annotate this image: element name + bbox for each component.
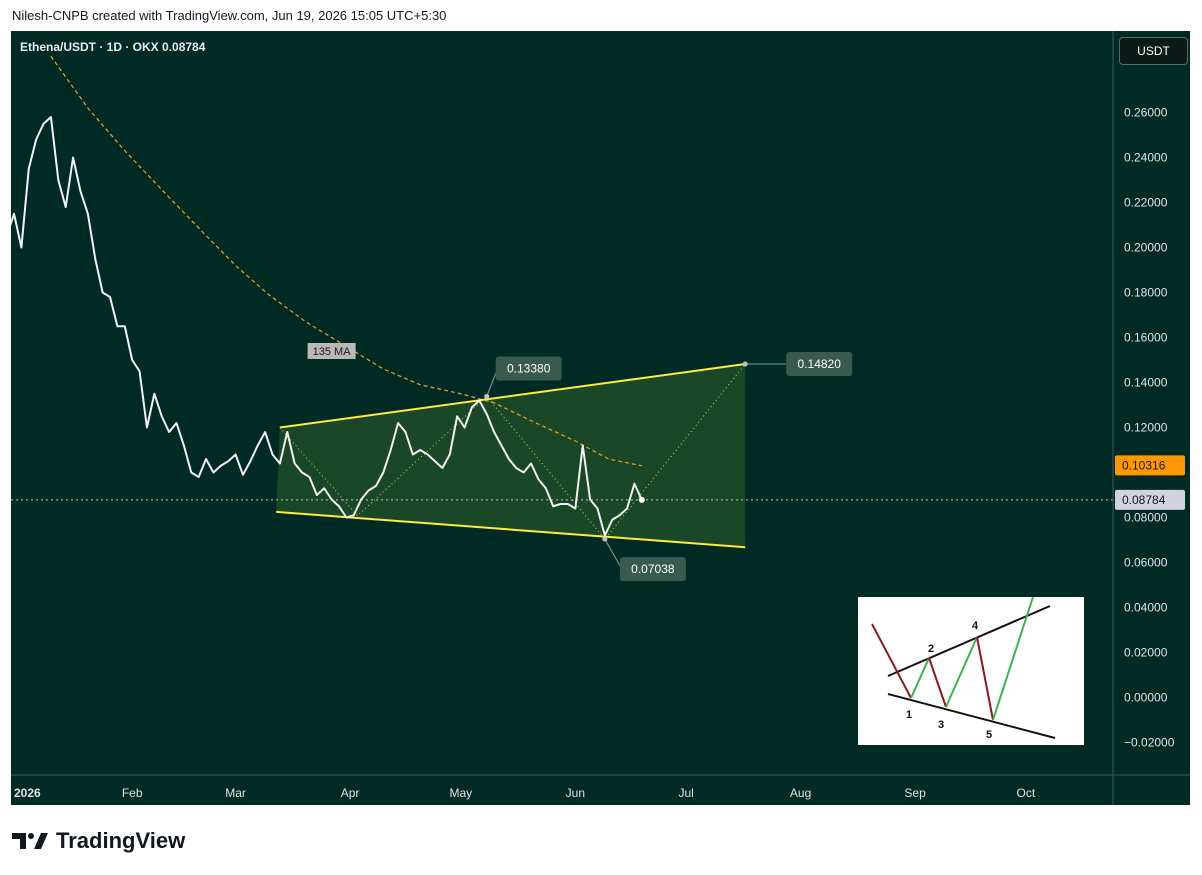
x-tick-label: May (450, 786, 473, 800)
annotation-point-1 (742, 361, 748, 367)
inset-up-leg (945, 636, 978, 708)
last-price-badge-box (1115, 489, 1185, 510)
tradingview-logo[interactable]: TradingView (12, 828, 185, 854)
inset-wave-label: 5 (986, 729, 992, 741)
annotation-box-0 (495, 356, 562, 381)
inset-upper-line (887, 605, 1051, 677)
y-tick-label: 0.18000 (1124, 286, 1168, 300)
inset-background (858, 597, 1084, 745)
ma-price-badge-text: 0.10316 (1122, 458, 1166, 472)
x-tick-label: Oct (1017, 786, 1036, 800)
y-tick-label: 0.00000 (1124, 691, 1168, 705)
y-tick-label: 0.14000 (1124, 376, 1168, 390)
annotation-label-2: 0.07038 (631, 562, 675, 576)
symbol-title: Ethena/USDT · 1D · OKX 0.08784 (20, 40, 206, 54)
annotation-box-2 (619, 557, 686, 582)
inset-diagram: 1 2 3 4 5 (858, 596, 1084, 745)
chart-credit-header: Nilesh-CNPB created with TradingView.com… (12, 8, 447, 23)
inset-down-leg (976, 636, 994, 721)
channel-fill (276, 364, 746, 548)
x-tick-label: Sep (904, 786, 926, 800)
y-tick-label: 0.06000 (1124, 556, 1168, 570)
y-tick-label: 0.20000 (1124, 241, 1168, 255)
y-tick-label: 0.26000 (1124, 106, 1168, 120)
inset-wave-label: 2 (928, 643, 934, 655)
channel-upper-line (279, 363, 746, 429)
annotation-label-1: 0.14820 (798, 357, 842, 371)
price-series-line (11, 116, 643, 537)
ma-label-box (307, 343, 356, 359)
y-tick-label: 0.22000 (1124, 196, 1168, 210)
inset-down-leg (928, 657, 947, 708)
y-tick-label: 0.12000 (1124, 421, 1168, 435)
plot-layer: 0.13380 0.14820 0.07038 135 MA (11, 55, 1113, 582)
y-tick-label: 0.02000 (1124, 646, 1168, 660)
ma-price-badge-box (1115, 455, 1185, 476)
inset-up-leg (910, 657, 930, 699)
x-tick-label: Mar (225, 786, 246, 800)
y-tick-label: −0.02000 (1124, 736, 1175, 750)
annotation-point-2 (602, 536, 608, 542)
inset-up-leg (992, 596, 1034, 721)
channel-lower-line (276, 510, 746, 549)
inset-lower-line (887, 693, 1056, 739)
annotation-box-1 (786, 352, 853, 377)
last-price-badge-text: 0.08784 (1122, 493, 1166, 507)
annotation-leader-2 (604, 538, 623, 570)
x-tick-label: Apr (341, 786, 360, 800)
annotation-label-0: 0.13380 (507, 361, 551, 375)
y-tick-label: 0.04000 (1124, 601, 1168, 615)
annotation-point-0 (484, 393, 490, 399)
y-tick-label: 0.08000 (1124, 511, 1168, 525)
inset-wave-label: 1 (906, 709, 912, 721)
tradingview-logo-icon (12, 833, 48, 849)
tradingview-logo-text: TradingView (56, 828, 186, 853)
y-tick-label: 0.16000 (1124, 331, 1168, 345)
last-price-marker (638, 496, 645, 503)
inset-wave-label: 3 (938, 719, 944, 731)
inset-wave-label: 4 (972, 620, 979, 632)
x-tick-label: Jul (678, 786, 693, 800)
y-tick-label: 0.24000 (1124, 151, 1168, 165)
inset-down-leg (871, 623, 912, 699)
x-tick-label: 2026 (14, 786, 41, 800)
x-tick-label: Aug (790, 786, 811, 800)
x-tick-label: Jun (566, 786, 585, 800)
currency-selector-button[interactable]: USDT (1119, 37, 1188, 65)
ma-label-text: 135 MA (313, 346, 352, 358)
x-tick-label: Feb (122, 786, 143, 800)
